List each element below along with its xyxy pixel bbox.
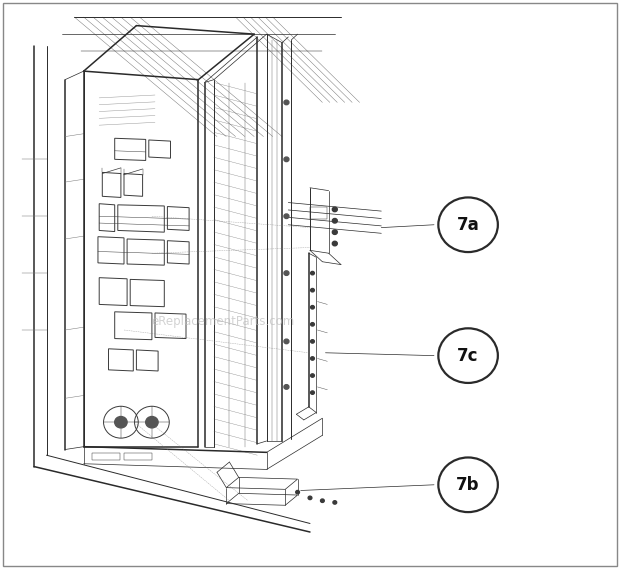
Circle shape [146,417,158,428]
Circle shape [311,374,314,377]
Circle shape [296,490,299,494]
Circle shape [332,207,337,212]
Text: 7c: 7c [458,347,479,365]
Circle shape [311,340,314,343]
Circle shape [284,157,289,162]
Bar [310,207,327,219]
Circle shape [332,218,337,223]
Circle shape [321,499,324,502]
Circle shape [311,323,314,326]
Circle shape [332,230,337,234]
Text: eReplacementParts.com: eReplacementParts.com [151,315,295,328]
Circle shape [284,100,289,105]
Circle shape [311,306,314,309]
Circle shape [284,339,289,344]
Circle shape [311,391,314,394]
Bar [92,453,120,460]
Circle shape [333,501,337,504]
Circle shape [311,271,314,275]
Circle shape [284,385,289,389]
Circle shape [308,496,312,500]
Circle shape [311,288,314,292]
Circle shape [284,271,289,275]
Circle shape [284,214,289,218]
Circle shape [311,357,314,360]
Circle shape [115,417,127,428]
Bar [124,453,152,460]
Text: 7a: 7a [457,216,479,234]
Circle shape [332,241,337,246]
Text: 7b: 7b [456,476,480,494]
